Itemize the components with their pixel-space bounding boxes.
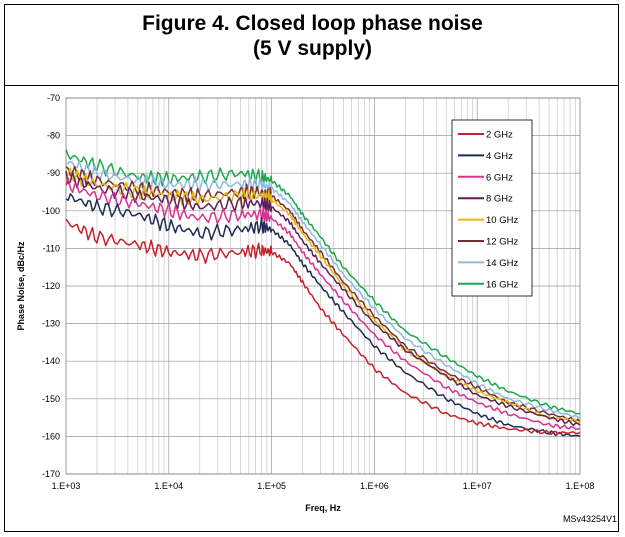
y-tick-label: -70 [47,93,60,103]
y-axis-label: Phase Noise, dBc/Hz [16,241,26,331]
legend-entry: 2 GHz [486,130,513,141]
x-axis-label: Freq, Hz [305,503,341,513]
legend-entry: 12 GHz [486,237,518,248]
legend-entry: 10 GHz [486,215,518,226]
series-line [65,160,581,419]
figure-title-line1: Figure 4. Closed loop phase noise [142,12,483,35]
y-tick-label: -150 [42,394,60,404]
legend-entry: 16 GHz [486,279,518,290]
y-tick-labels: -70 -80 -90 -100 -110 -120 -130 -140 -150 -160 -17… [42,93,60,479]
legend-entry: 8 GHz [486,194,513,205]
y-tick-label: -120 [42,281,60,291]
figure-code: MSv43254V1 [562,514,617,524]
x-tick-label: 1.E+05 [257,481,286,491]
legend-entry: 4 GHz [486,151,513,162]
series-lines [65,149,581,438]
series-line [65,177,580,431]
x-tick-label: 1.E+08 [566,481,595,491]
x-tick-label: 1.E+07 [463,481,492,491]
y-tick-label: -100 [42,206,60,216]
y-tick-label: -90 [47,168,60,178]
legend-box [451,119,533,297]
x-tick-label: 1.E+06 [360,481,389,491]
title-divider [5,85,618,86]
y-tick-label: -170 [42,469,60,479]
plot-area-border [65,97,581,475]
y-tick-label: -110 [43,243,60,253]
y-tick-label: -130 [42,319,60,329]
legend-entry: 6 GHz [486,172,513,183]
y-tick-label: -80 [47,131,60,141]
grid-lines [66,97,580,475]
series-line [65,193,581,438]
series-line [65,167,581,424]
legend: 2 GHz 4 GHz 6 GHz 8 GHz 10 GHz 12 GHz 14 GHz 16… [451,119,533,297]
y-tick-label: -160 [42,431,60,441]
x-tick-labels: 1.E+03 1.E+04 1.E+05 1.E+06 1.E+07 1.E+08 [52,481,595,491]
legend-entry: 14 GHz [486,258,518,269]
y-tick-label: -140 [42,356,60,366]
x-tick-label: 1.E+04 [154,481,183,491]
x-tick-label: 1.E+03 [52,481,81,491]
figure-title-line2: (5 V supply) [252,37,373,60]
figure-title: Figure 4. Closed loop phase noise (5 V s… [5,11,620,61]
series-line [65,218,581,436]
